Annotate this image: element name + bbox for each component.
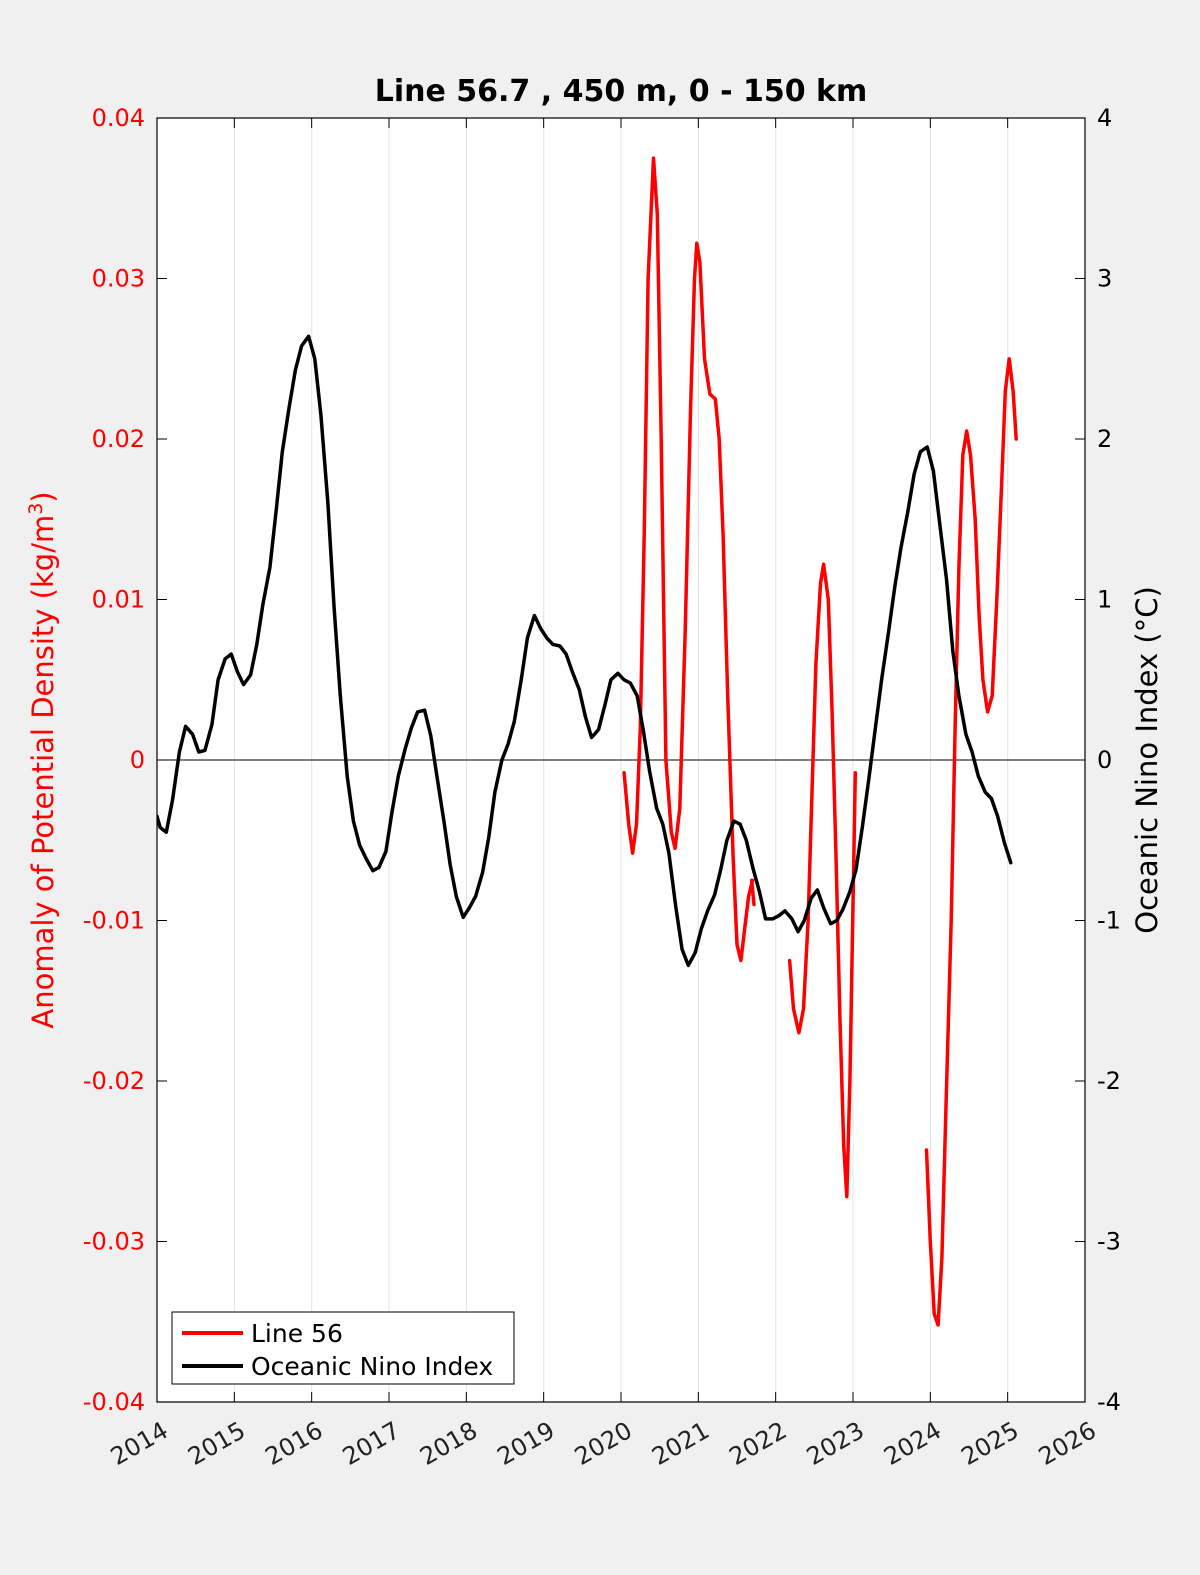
y-left-tick-label: 0.02 bbox=[92, 425, 145, 453]
y-left-tick-label: 0.04 bbox=[92, 104, 145, 132]
x-tick-label: 2021 bbox=[647, 1416, 714, 1471]
y-left-axis-label-main: Anomaly of Potential Density (kg/m bbox=[26, 515, 60, 1029]
y-left-tick-label: 0.03 bbox=[92, 265, 145, 293]
y-left-axis-label-close: ) bbox=[26, 491, 60, 502]
x-tick-label: 2022 bbox=[725, 1416, 792, 1471]
y-left-tick-label: 0.01 bbox=[92, 586, 145, 614]
x-tick-label: 2017 bbox=[338, 1416, 405, 1471]
ticks-layer bbox=[156, 117, 1086, 1403]
series-oni-segment bbox=[157, 334, 1013, 968]
y-right-tick-labels: -4 -3 -2 -1 0 1 2 3 4 bbox=[1097, 104, 1121, 1416]
y-right-tick-label: 3 bbox=[1097, 265, 1112, 293]
x-tick-label: 2020 bbox=[570, 1416, 637, 1471]
series-layer bbox=[157, 156, 1018, 1327]
x-tick-labels: 2014 2015 2016 2017 2018 2019 2020 2021 2022 2023… bbox=[106, 1416, 1101, 1471]
chart-title: Line 56.7 , 450 m, 0 - 150 km bbox=[375, 74, 868, 109]
x-tick-label: 2018 bbox=[415, 1416, 482, 1471]
series-line56-segment bbox=[787, 562, 858, 1199]
y-right-tick-label: 1 bbox=[1097, 586, 1112, 614]
x-tick-label: 2024 bbox=[879, 1416, 946, 1471]
y-right-tick-label: 4 bbox=[1097, 104, 1112, 132]
y-left-tick-label: -0.03 bbox=[83, 1228, 145, 1256]
y-right-tick-label: -4 bbox=[1097, 1388, 1121, 1416]
series-line56-segment bbox=[622, 156, 755, 963]
y-left-tick-labels: -0.04 -0.03 -0.02 -0.01 0 0.01 0.02 0.03 0.04 bbox=[83, 104, 145, 1416]
y-right-tick-label: 0 bbox=[1097, 746, 1112, 774]
x-tick-label: 2014 bbox=[106, 1416, 173, 1471]
y-left-axis-label-superscript: 3 bbox=[25, 503, 47, 515]
legend-label-line56: Line 56 bbox=[251, 1319, 343, 1348]
x-tick-label: 2016 bbox=[261, 1416, 328, 1471]
y-left-axis-label: Anomaly of Potential Density (kg/m3) bbox=[25, 491, 60, 1028]
series-line56-segment bbox=[749, 878, 756, 907]
y-right-tick-label: -3 bbox=[1097, 1228, 1121, 1256]
legend-label-oni: Oceanic Nino Index bbox=[251, 1352, 493, 1381]
y-right-tick-label: -2 bbox=[1097, 1067, 1121, 1095]
x-tick-label: 2025 bbox=[957, 1416, 1024, 1471]
x-tick-label: 2019 bbox=[493, 1416, 560, 1471]
x-tick-label: 2023 bbox=[802, 1416, 869, 1471]
y-left-tick-label: -0.04 bbox=[83, 1388, 145, 1416]
y-left-tick-label: -0.02 bbox=[83, 1067, 145, 1095]
series-line56-segment bbox=[924, 357, 1018, 1327]
legend: Line 56 Oceanic Nino Index bbox=[171, 1311, 515, 1385]
y-right-tick-label: 2 bbox=[1097, 425, 1112, 453]
y-left-tick-label: -0.01 bbox=[83, 907, 145, 935]
y-left-tick-label: 0 bbox=[130, 746, 145, 774]
x-tick-label: 2026 bbox=[1034, 1416, 1101, 1471]
y-right-axis-label: Oceanic Nino Index (°C) bbox=[1130, 586, 1164, 934]
legend-box bbox=[171, 1311, 515, 1385]
y-right-tick-label: -1 bbox=[1097, 907, 1121, 935]
x-tick-label: 2015 bbox=[183, 1416, 250, 1471]
